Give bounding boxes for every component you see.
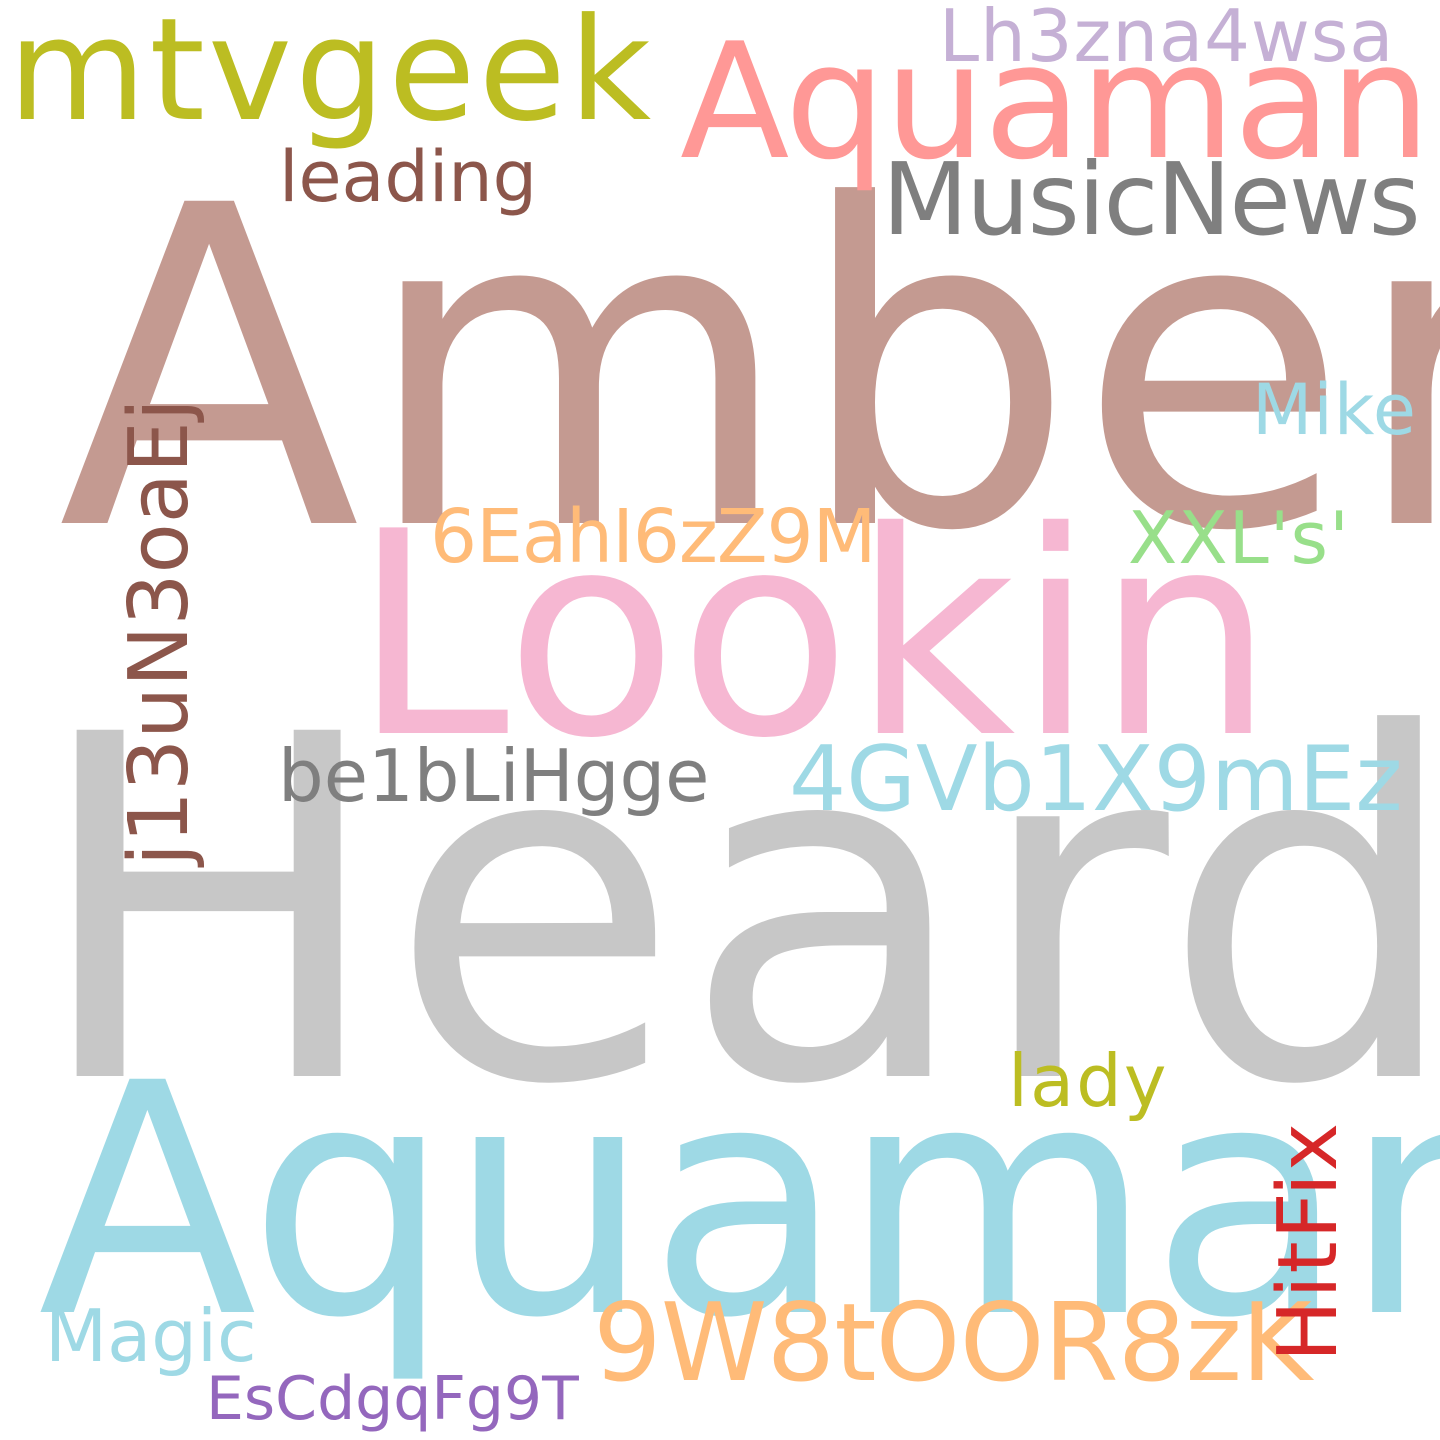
word-musicnews: MusicNews [882, 141, 1421, 258]
word-lady: lady [1008, 1039, 1169, 1123]
word-4gvb1x9mez: 4GVb1X9mEz [789, 727, 1403, 832]
word-aquaman-apostrophe: Aquaman' [680, 8, 1440, 195]
word-hitfix: HitFix [1261, 1120, 1356, 1362]
word-magic: Magic [45, 1294, 257, 1378]
word-9w8toor8zk: 9W8tOOR8zK [593, 1281, 1312, 1406]
word-escdgqfg9t: EsCdgqFg9T [206, 1364, 579, 1434]
word-heard: Heard [30, 636, 1440, 1189]
word-mtvgeek: mtvgeek [8, 0, 655, 153]
word-aquaman: Aquaman [38, 1016, 1440, 1388]
word-be1blihgge: be1bLiHgge [278, 734, 710, 818]
word-amber: Amber [58, 114, 1440, 628]
word-lh3zna4wsa: Lh3zna4wsa [939, 0, 1395, 78]
word-xxls: XXL's' [1128, 496, 1350, 580]
word-leading: leading [279, 136, 538, 218]
word-lookin: Lookin [352, 471, 1276, 800]
word-mike: Mike [1252, 369, 1417, 451]
word-6eahi6zz9m: 6EahI6zZ9M [430, 494, 876, 580]
word-j13un3oaej: j13uN3oaEj [112, 398, 207, 866]
